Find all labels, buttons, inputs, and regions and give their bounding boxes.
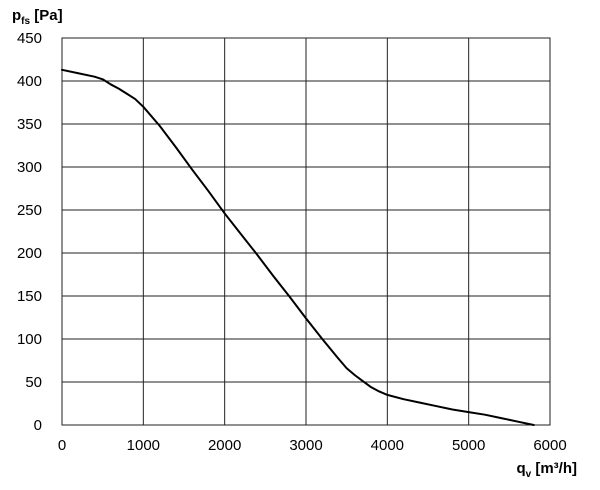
x-tick-label: 6000 (533, 437, 566, 454)
chart-grid (61, 37, 551, 426)
y-axis-title-sub: fs (21, 16, 30, 27)
y-tick-label: 300 (17, 159, 42, 176)
series-line-curve (61, 68, 535, 426)
y-axis-title-main: p (12, 7, 21, 24)
x-tick-label: 5000 (452, 437, 485, 454)
x-axis-title-sub: v (526, 469, 532, 480)
x-tick-label: 4000 (371, 437, 404, 454)
x-axis-title-unit: [m³/h] (531, 460, 577, 477)
x-tick-label: 1000 (127, 437, 160, 454)
x-axis-title-main: q (516, 460, 525, 477)
x-tick-label: 2000 (208, 437, 241, 454)
y-tick-label: 400 (17, 73, 42, 90)
y-tick-label: 450 (17, 30, 42, 47)
y-tick-label: 250 (17, 202, 42, 219)
y-tick-label: 100 (17, 331, 42, 348)
x-tick-label: 0 (58, 437, 66, 454)
y-tick-labels: 0 50 100 150 200 250 300 350 400 450 (17, 30, 42, 434)
y-tick-label: 200 (17, 245, 42, 262)
y-tick-label: 350 (17, 116, 42, 133)
y-axis-title-unit: [Pa] (30, 7, 63, 24)
y-tick-label: 50 (25, 374, 42, 391)
x-tick-label: 3000 (289, 437, 322, 454)
x-tick-labels: 0 1000 2000 3000 4000 5000 6000 (58, 437, 567, 454)
y-axis-title: pfs [Pa] (12, 7, 63, 27)
x-axis-title: qv [m³/h] (516, 460, 577, 480)
y-tick-label: 0 (34, 417, 42, 434)
y-tick-label: 150 (17, 288, 42, 305)
plot-area-frame (61, 37, 551, 426)
